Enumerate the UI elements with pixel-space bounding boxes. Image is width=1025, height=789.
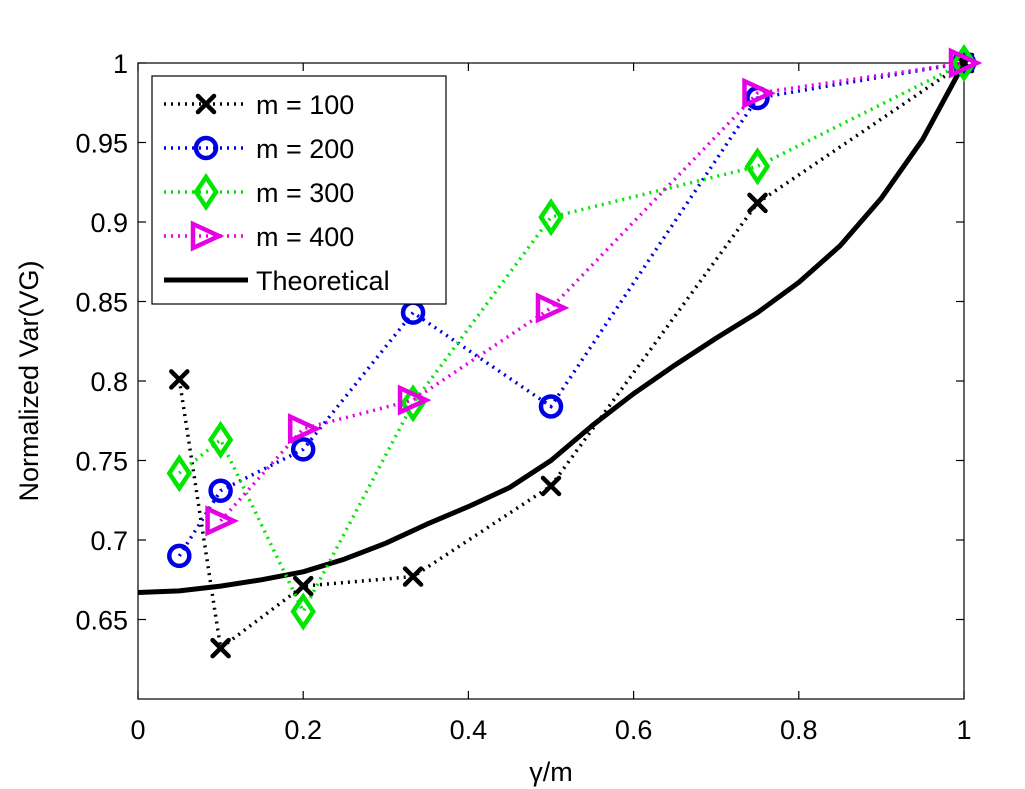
data-point <box>290 592 316 631</box>
legend-marker <box>190 220 225 252</box>
legend: m = 100 m = 200 m = 300 m = 400 Theoretical <box>151 75 447 305</box>
legend-label: m = 300 <box>256 178 354 208</box>
data-point <box>744 147 771 186</box>
axis-ticks: 0 0.2 0.4 0.6 0.8 1 0.65 0.7 0.75 0.8 0.85 0.9 0.95 1 <box>75 49 971 745</box>
data-point <box>742 77 776 109</box>
data-point <box>397 384 432 416</box>
series-theoretical <box>137 61 967 595</box>
x-tick-label: 0.8 <box>780 715 818 745</box>
data-point <box>540 475 562 497</box>
y-tick-label: 1 <box>113 49 128 79</box>
data-point <box>402 566 424 587</box>
x-tick-label: 1 <box>956 715 971 745</box>
data-point <box>747 192 768 214</box>
legend-item: m = 200 <box>164 134 354 164</box>
legend-marker <box>195 93 217 115</box>
series-line <box>219 61 965 523</box>
x-tick-label: 0.2 <box>284 715 322 745</box>
legend-label: m = 100 <box>256 90 354 120</box>
y-tick-label: 0.95 <box>75 129 128 159</box>
data-point <box>167 543 192 569</box>
y-axis-label: Normalized Var(VG) <box>14 260 44 501</box>
y-tick-label: 0.65 <box>75 606 128 636</box>
y-tick-label: 0.8 <box>90 367 128 397</box>
series-layer <box>137 43 983 659</box>
y-tick-label: 0.9 <box>90 208 128 238</box>
data-point <box>292 575 314 597</box>
data-point <box>205 505 239 537</box>
y-tick-label: 0.75 <box>75 447 128 477</box>
legend-marker <box>193 135 219 161</box>
legend-item: Theoretical <box>164 266 390 296</box>
data-point <box>210 637 231 659</box>
legend-box <box>151 75 447 305</box>
legend-item: m = 400 <box>164 220 354 252</box>
data-point <box>207 420 234 459</box>
x-tick-label: 0.6 <box>615 715 653 745</box>
data-point <box>538 394 564 419</box>
legend-label: Theoretical <box>256 266 390 296</box>
series-m-300 <box>166 43 977 631</box>
legend-marker <box>193 172 219 212</box>
data-point <box>948 47 983 79</box>
y-tick-label: 0.85 <box>75 288 128 318</box>
data-point <box>287 413 322 445</box>
data-point <box>535 292 570 324</box>
series-line <box>137 61 967 595</box>
data-point <box>538 198 564 237</box>
x-axis-label: γ/m <box>529 757 573 787</box>
legend-label: m = 400 <box>256 222 354 252</box>
legend-item: m = 100 <box>164 90 354 120</box>
x-tick-label: 0.4 <box>450 715 488 745</box>
legend-label: m = 200 <box>256 134 354 164</box>
series-m-400 <box>205 47 983 537</box>
data-point <box>290 437 316 462</box>
data-point <box>166 454 193 493</box>
legend-item: m = 300 <box>164 172 354 212</box>
x-tick-label: 0 <box>130 715 145 745</box>
data-point <box>169 369 190 390</box>
data-point <box>208 478 233 503</box>
y-tick-label: 0.7 <box>90 526 128 556</box>
